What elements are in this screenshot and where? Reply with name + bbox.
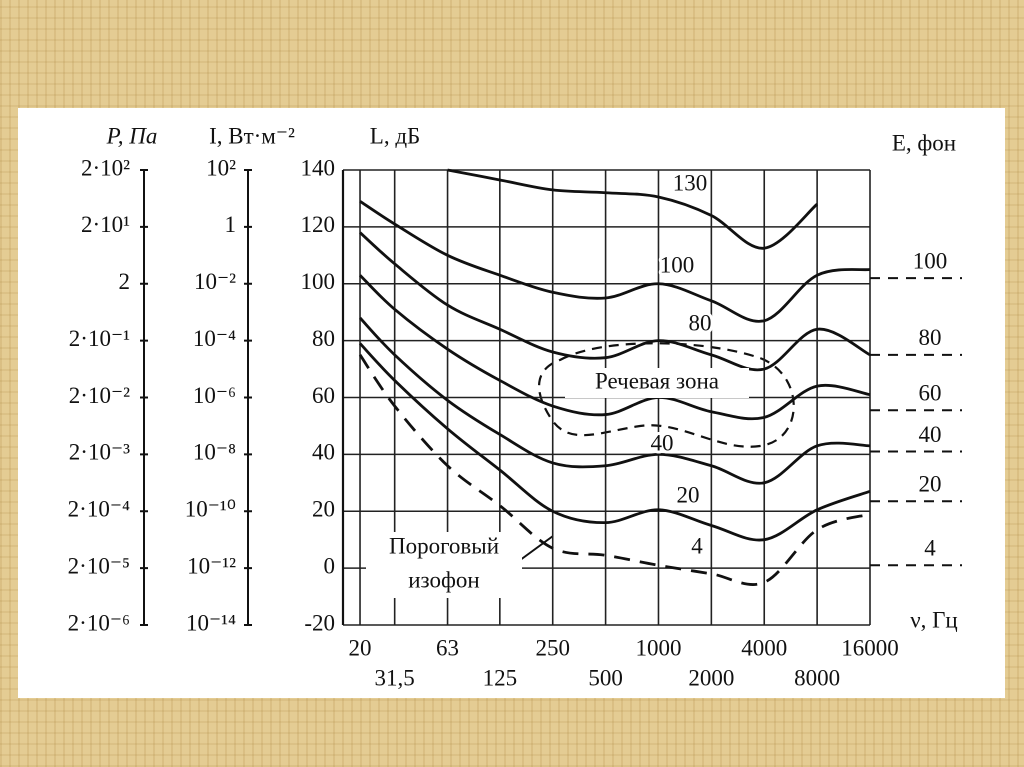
y-tick-label: 140: [301, 155, 336, 180]
x-tick-label: 63: [436, 635, 459, 660]
speech-zone-label: Речевая зона: [595, 368, 719, 393]
label-bg: [565, 368, 749, 398]
p-tick-label: 2·10⁻⁶: [68, 610, 130, 635]
p-tick-label: 2·10⁻²: [69, 383, 130, 408]
i-tick-label: 10⁻¹²: [187, 553, 236, 578]
x-tick-label: 16000: [841, 635, 899, 660]
curve: [447, 168, 819, 250]
x-tick-label: 31,5: [375, 665, 415, 690]
i-tick-label: 10⁻⁴: [193, 326, 236, 351]
y-tick-label: 120: [301, 212, 336, 237]
x-axis-title: ν, Гц: [910, 607, 958, 632]
curve: [358, 354, 871, 586]
i-tick-label: 10⁻¹⁴: [186, 610, 236, 635]
x-tick-label: 4000: [741, 635, 787, 660]
x-tick-label: 2000: [688, 665, 734, 690]
x-tick-label: 500: [588, 665, 623, 690]
curve-label: 4: [691, 533, 703, 558]
e-axis-title: E, фон: [892, 130, 956, 155]
label-bg: [366, 532, 522, 598]
y-tick-label: 0: [324, 553, 336, 578]
y-axis-title: L, дБ: [370, 123, 420, 148]
y-tick-label: 60: [312, 383, 335, 408]
curve: [359, 342, 871, 542]
curve-label: 80: [689, 310, 712, 335]
curve: [359, 231, 871, 372]
y-tick-label: -20: [304, 610, 335, 635]
x-tick-label: 250: [535, 635, 570, 660]
panel: [18, 108, 1005, 698]
x-tick-label: 125: [483, 665, 518, 690]
curve-label: 40: [651, 430, 674, 455]
threshold-label: Пороговый: [389, 533, 499, 558]
curve-label: 130: [673, 170, 708, 195]
p-tick-label: 2·10⁻¹: [69, 326, 130, 351]
p-tick-label: 2·10¹: [81, 212, 130, 237]
p-axis-title: P, Па: [106, 123, 158, 148]
e-tick-label: 4: [924, 536, 936, 561]
x-tick-label: 1000: [635, 635, 681, 660]
y-tick-label: 40: [312, 440, 335, 465]
i-axis-title: I, Вт·м⁻²: [209, 123, 295, 148]
e-tick-label: 80: [919, 325, 942, 350]
curve-label: 100: [660, 252, 695, 277]
e-tick-label: 60: [919, 381, 942, 406]
i-tick-label: 1: [225, 212, 237, 237]
x-tick-label: 8000: [794, 665, 840, 690]
p-tick-label: 2·10²: [81, 155, 130, 180]
curve: [359, 274, 871, 421]
i-tick-label: 10²: [206, 155, 236, 180]
y-tick-label: 100: [301, 269, 336, 294]
p-tick-label: 2·10⁻³: [69, 440, 130, 465]
i-tick-label: 10⁻⁸: [193, 440, 236, 465]
e-tick-label: 40: [919, 422, 942, 447]
curve: [359, 200, 871, 323]
i-tick-label: 10⁻¹⁰: [185, 497, 236, 522]
speech-zone-outline: [538, 342, 795, 448]
p-tick-label: 2·10⁻⁴: [68, 497, 130, 522]
e-tick-label: 100: [913, 248, 948, 273]
e-tick-label: 20: [919, 472, 942, 497]
p-tick-label: 2·10⁻⁵: [68, 553, 130, 578]
x-tick-label: 20: [349, 635, 372, 660]
y-tick-label: 80: [312, 326, 335, 351]
i-tick-label: 10⁻⁶: [193, 383, 236, 408]
y-tick-label: 20: [312, 497, 335, 522]
threshold-label: изофон: [408, 567, 479, 592]
i-tick-label: 10⁻²: [194, 269, 236, 294]
curve: [359, 316, 871, 485]
curve-label: 20: [677, 482, 700, 507]
p-tick-label: 2: [119, 269, 131, 294]
